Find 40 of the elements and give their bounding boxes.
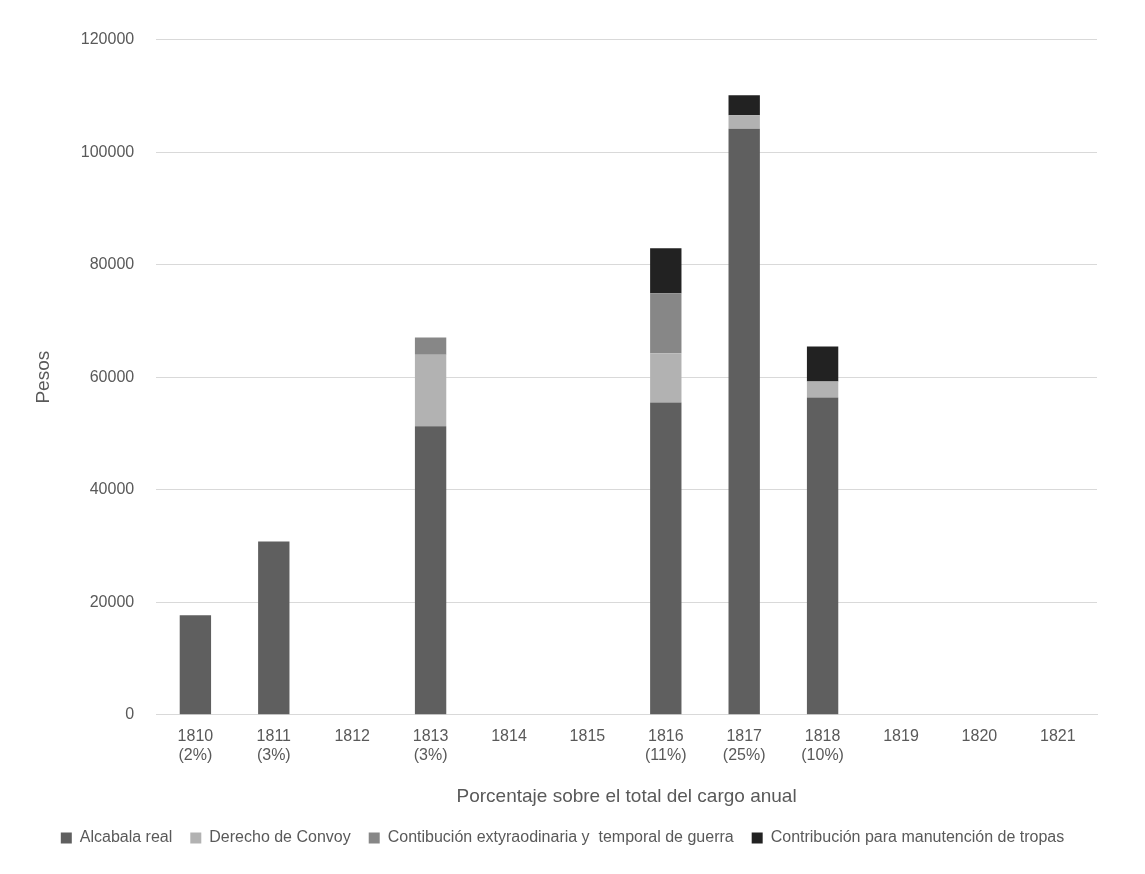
bar: [258, 541, 290, 715]
x-tick-label: 1814: [491, 726, 527, 744]
bar: [806, 397, 839, 715]
bar: [728, 95, 760, 116]
y-tick-label: 120000: [80, 30, 135, 48]
x-tick-label: 1811 (3%): [256, 726, 292, 764]
bar: [650, 402, 682, 715]
x-tick-label: 1815: [569, 726, 606, 744]
x-tick-label: 1819: [883, 726, 919, 744]
x-tick-label: 1818 (10%): [801, 726, 844, 764]
bar: [728, 128, 760, 715]
legend-label: Contibución extyraodinaria y temporal de guerra: [387, 828, 734, 846]
legend-label: Derecho de Convoy: [209, 828, 351, 846]
bar: [728, 115, 760, 129]
y-axis-title: Pesos: [31, 350, 53, 404]
legend-label: Contribución para manutención de tropas: [770, 828, 1065, 846]
legend-label: Alcabala real: [79, 828, 173, 846]
bar: [650, 353, 682, 403]
y-tick-label: 80000: [89, 255, 135, 273]
y-tick-label: 100000: [80, 142, 135, 160]
x-tick-label: 1812: [334, 726, 371, 744]
x-axis-title: Porcentaje sobre el total del cargo anual: [456, 784, 797, 806]
bar: [806, 346, 839, 382]
bar: [414, 426, 447, 715]
y-tick-label: 0: [125, 705, 135, 723]
bar: [179, 615, 212, 715]
y-tick-label: 20000: [89, 592, 135, 610]
y-tick-label: 40000: [89, 480, 135, 498]
bar: [650, 293, 682, 354]
bar: [650, 248, 682, 294]
y-tick-label: 60000: [89, 367, 135, 385]
x-tick-label: 1816 (11%): [645, 726, 687, 764]
bar: [414, 337, 447, 355]
x-tick-label: 1820: [961, 726, 998, 744]
x-tick-label: 1821: [1040, 726, 1076, 744]
x-tick-label: 1817 (25%): [722, 726, 766, 764]
bar: [806, 381, 839, 398]
bar: [414, 354, 447, 427]
x-tick-label: 1813 (3%): [412, 726, 449, 764]
x-tick-label: 1810 (2%): [177, 726, 214, 764]
